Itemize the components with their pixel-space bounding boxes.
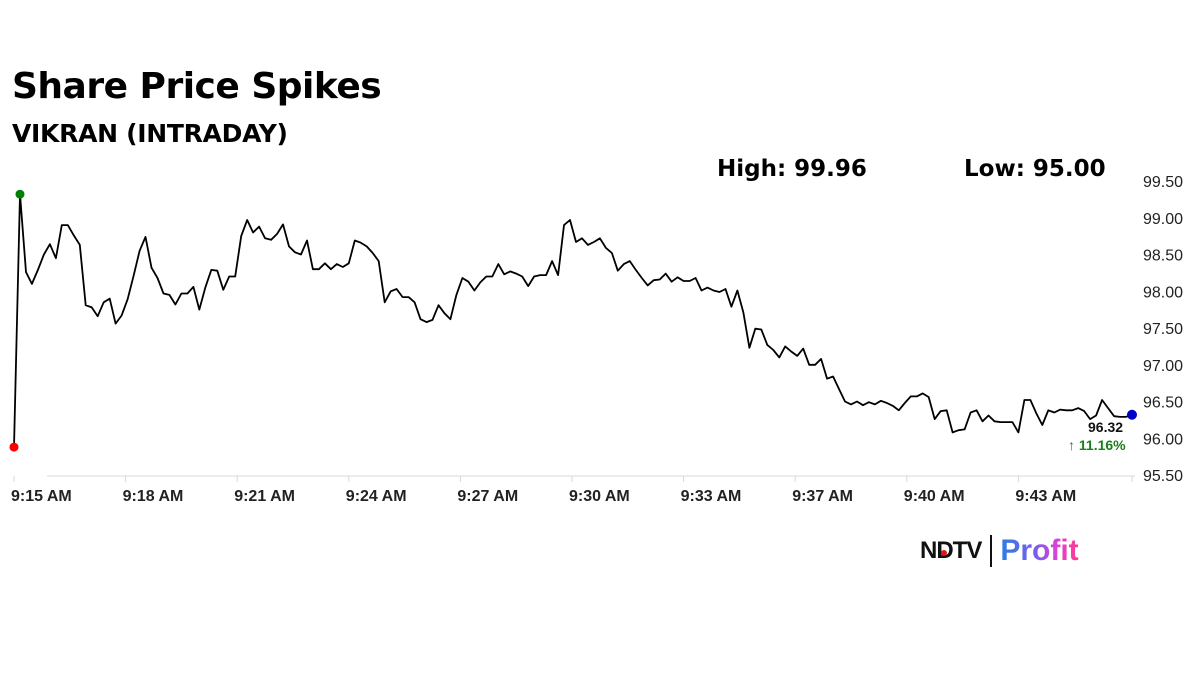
- y-tick-label: 97.50: [1143, 321, 1183, 338]
- x-tick-label: 9:30 AM: [569, 488, 630, 505]
- y-tick-label: 99.00: [1143, 211, 1183, 228]
- ndtv-profit-logo: NDTV Profit: [920, 533, 1079, 569]
- ndtv-wordmark: NDTV: [920, 537, 982, 565]
- profit-wordmark: Profit: [1000, 534, 1079, 567]
- y-tick-label: 97.00: [1143, 358, 1183, 375]
- x-tick-label: 9:18 AM: [123, 488, 184, 505]
- x-tick-label: 9:24 AM: [346, 488, 407, 505]
- red-dot-icon: [941, 550, 947, 556]
- x-axis: 9:15 AM 9:18 AM 9:21 AM 9:24 AM 9:27 AM 9:30 …: [11, 475, 1135, 505]
- end-marker: [1127, 409, 1137, 420]
- x-tick-label: 9:33 AM: [681, 488, 742, 505]
- high-marker: [15, 189, 25, 199]
- x-tick-label: 9:40 AM: [904, 488, 965, 505]
- y-axis: 99.50 99.00 98.50 98.00 97.50 97.00 96.50 96.00…: [1143, 174, 1183, 485]
- x-tick-label: 9:37 AM: [792, 488, 853, 505]
- change-label: ↑ 11.16%: [1068, 437, 1126, 453]
- y-tick-label: 99.50: [1143, 174, 1183, 191]
- price-line: [13, 193, 1133, 448]
- high-stat: High: 99.96: [717, 156, 867, 182]
- x-tick-label: 9:21 AM: [234, 488, 295, 505]
- y-tick-label: 96.50: [1143, 395, 1183, 412]
- logo-divider: [990, 535, 993, 567]
- chart-title: Share Price Spikes: [12, 66, 382, 107]
- x-tick-label: 9:43 AM: [1015, 488, 1076, 505]
- y-tick-label: 96.00: [1143, 431, 1183, 448]
- x-tick-label: 9:15 AM: [11, 488, 72, 505]
- low-stat: Low: 95.00: [964, 156, 1106, 182]
- chart-subtitle: VIKRAN (INTRADAY): [12, 119, 288, 148]
- x-tick-label: 9:27 AM: [457, 488, 518, 505]
- y-tick-label: 98.00: [1143, 284, 1183, 301]
- y-tick-label: 98.50: [1143, 248, 1183, 265]
- start-marker: [9, 442, 19, 452]
- ndtv-text: NDTV: [920, 537, 982, 564]
- y-tick-label: 95.50: [1143, 468, 1183, 485]
- last-price-label: 96.32: [1088, 419, 1123, 435]
